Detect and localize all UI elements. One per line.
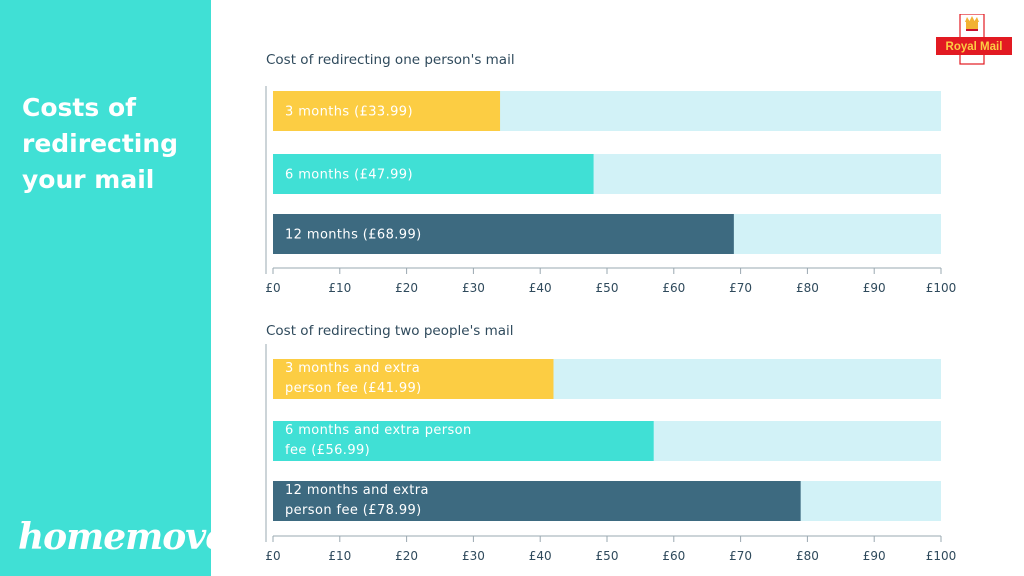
bar [273, 214, 734, 254]
page-title: Costs of redirecting your mail [22, 93, 179, 194]
x-tick-label: £50 [596, 281, 619, 295]
bar-label: 6 months (£47.99) [285, 168, 413, 183]
bar [273, 481, 801, 521]
bar-label: person fee (£41.99) [285, 381, 422, 396]
x-tick-label: £60 [662, 281, 685, 295]
bar [273, 154, 594, 194]
bar-label: person fee (£78.99) [285, 503, 422, 518]
bar-label: 6 months and extra person [285, 423, 472, 438]
x-tick-label: £10 [328, 281, 351, 295]
crown-icon [965, 16, 979, 31]
sidebar-panel: Costs of redirecting your mail homemove [0, 0, 228, 576]
x-tick-label: £90 [863, 281, 886, 295]
bar-label: 12 months and extra [285, 483, 429, 498]
bar-label: fee (£56.99) [285, 443, 370, 458]
x-tick-label: £0 [265, 281, 280, 295]
bar [273, 359, 554, 399]
x-tick-label: £70 [729, 281, 752, 295]
x-tick-label: £100 [926, 281, 957, 295]
chart-title-two-people: Cost of redirecting two people's mail [266, 323, 514, 339]
x-tick-label: £70 [729, 549, 752, 563]
x-tick-label: £20 [395, 281, 418, 295]
bar-label: 3 months (£33.99) [285, 105, 413, 120]
chart-title-one-person: Cost of redirecting one person's mail [266, 52, 515, 68]
royal-mail-logo: Royal Mail [936, 14, 1012, 65]
x-tick-label: £90 [863, 549, 886, 563]
royal-mail-logo-text: Royal Mail [946, 41, 1003, 53]
x-tick-label: £100 [926, 549, 957, 563]
bar [273, 91, 501, 131]
bar-label: 3 months and extra [285, 361, 420, 376]
bar-label: 12 months (£68.99) [285, 228, 422, 243]
x-tick-label: £30 [462, 549, 485, 563]
x-tick-label: £10 [328, 549, 351, 563]
x-tick-label: £20 [395, 549, 418, 563]
x-tick-label: £40 [529, 549, 552, 563]
x-tick-label: £50 [596, 549, 619, 563]
x-tick-label: £30 [462, 281, 485, 295]
bar [273, 421, 654, 461]
x-tick-label: £80 [796, 549, 819, 563]
x-tick-label: £60 [662, 549, 685, 563]
x-tick-label: £0 [265, 549, 280, 563]
x-tick-label: £80 [796, 281, 819, 295]
homemove-logo: homemove [18, 516, 228, 558]
x-tick-label: £40 [529, 281, 552, 295]
